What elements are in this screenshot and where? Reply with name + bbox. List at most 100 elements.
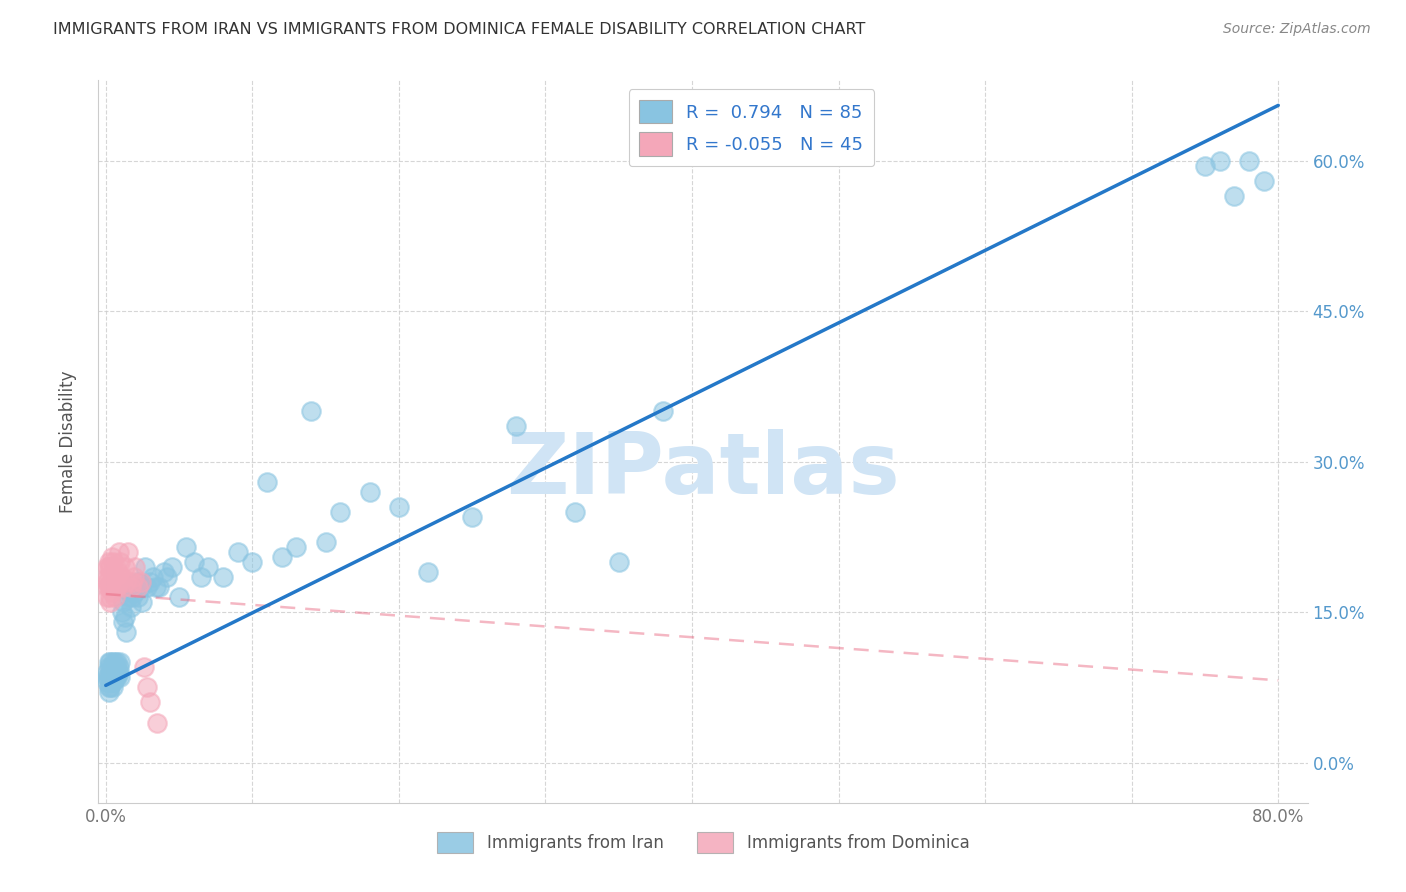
Point — [132, 660, 155, 674]
Point — [107, 580, 129, 594]
Point — [183, 555, 205, 569]
Point — [388, 500, 411, 514]
Point — [118, 585, 141, 599]
Point — [96, 570, 118, 584]
Point — [108, 665, 131, 680]
Point — [96, 675, 118, 690]
Point — [125, 575, 148, 590]
Point — [103, 670, 125, 684]
Point — [131, 595, 153, 609]
Point — [607, 555, 630, 569]
Point — [101, 570, 124, 584]
Point — [112, 595, 135, 609]
Point — [240, 555, 263, 569]
Point — [97, 570, 120, 584]
Point — [110, 575, 132, 590]
Point — [127, 580, 149, 594]
Point — [98, 675, 121, 690]
Point — [127, 590, 149, 604]
Point — [96, 575, 118, 590]
Point — [122, 570, 145, 584]
Text: Source: ZipAtlas.com: Source: ZipAtlas.com — [1223, 22, 1371, 37]
Point — [129, 580, 152, 594]
Text: IMMIGRANTS FROM IRAN VS IMMIGRANTS FROM DOMINICA FEMALE DISABILITY CORRELATION C: IMMIGRANTS FROM IRAN VS IMMIGRANTS FROM … — [53, 22, 866, 37]
Point — [197, 560, 219, 574]
Point — [226, 545, 249, 559]
Point — [108, 545, 131, 559]
Point — [145, 580, 167, 594]
Point — [97, 560, 120, 574]
Point — [96, 665, 118, 680]
Point — [190, 570, 212, 584]
Point — [101, 665, 124, 680]
Point — [148, 580, 170, 594]
Point — [98, 560, 121, 574]
Point — [111, 605, 134, 619]
Point — [101, 565, 124, 579]
Text: ZIPatlas: ZIPatlas — [506, 429, 900, 512]
Point — [100, 665, 122, 680]
Point — [98, 590, 121, 604]
Point — [651, 404, 673, 418]
Point — [156, 570, 179, 584]
Point — [103, 655, 125, 669]
Point — [98, 655, 121, 669]
Point — [135, 681, 157, 695]
Point — [103, 590, 125, 604]
Point — [110, 655, 132, 669]
Point — [110, 555, 132, 569]
Point — [329, 505, 352, 519]
Y-axis label: Female Disability: Female Disability — [59, 370, 77, 513]
Point — [138, 696, 160, 710]
Point — [100, 549, 122, 564]
Point — [101, 655, 124, 669]
Point — [505, 419, 527, 434]
Point — [114, 610, 136, 624]
Point — [461, 509, 484, 524]
Point — [97, 655, 120, 669]
Point — [1194, 159, 1216, 173]
Point — [98, 595, 121, 609]
Point — [97, 681, 120, 695]
Point — [101, 580, 124, 594]
Point — [101, 681, 124, 695]
Point — [96, 670, 118, 684]
Point — [135, 580, 157, 594]
Point — [107, 670, 129, 684]
Point — [101, 555, 124, 569]
Point — [167, 590, 190, 604]
Point — [98, 665, 121, 680]
Point — [98, 575, 121, 590]
Point — [96, 590, 118, 604]
Point — [105, 670, 128, 684]
Point — [160, 560, 183, 574]
Point — [114, 560, 136, 574]
Point — [138, 575, 160, 590]
Point — [1208, 153, 1230, 168]
Point — [270, 549, 292, 564]
Point — [110, 670, 132, 684]
Point — [129, 575, 152, 590]
Point — [97, 685, 120, 699]
Point — [564, 505, 586, 519]
Point — [112, 580, 135, 594]
Point — [212, 570, 235, 584]
Point — [146, 715, 169, 730]
Point — [418, 565, 440, 579]
Point — [120, 600, 142, 615]
Point — [120, 580, 142, 594]
Point — [299, 404, 322, 418]
Point — [97, 580, 120, 594]
Point — [96, 560, 118, 574]
Point — [101, 675, 124, 690]
Point — [121, 590, 143, 604]
Point — [142, 570, 165, 584]
Point — [105, 660, 128, 674]
Point — [359, 484, 381, 499]
Point — [108, 660, 131, 674]
Point — [100, 660, 122, 674]
Point — [153, 565, 176, 579]
Point — [111, 570, 134, 584]
Point — [1237, 153, 1260, 168]
Point — [112, 615, 135, 630]
